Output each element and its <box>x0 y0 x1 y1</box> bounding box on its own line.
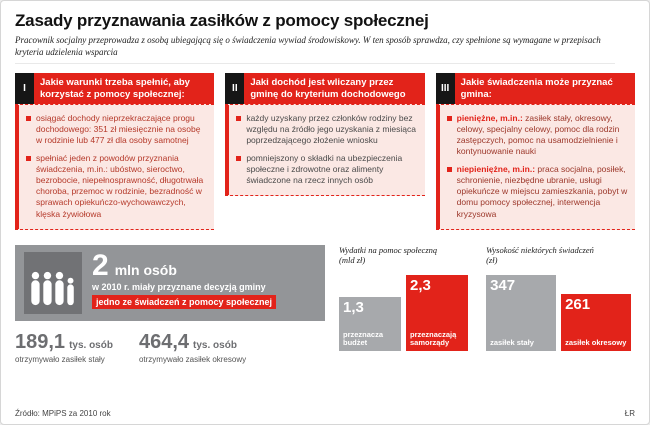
stat-value-row: 189,1 tys. osób <box>15 331 113 354</box>
chart-unit: (mld zł) <box>339 255 366 266</box>
column-benefits: III Jakie świadczenia może przyznać gmin… <box>435 73 635 230</box>
chart-title: Wysokość niektórych świadczeń <box>486 244 594 255</box>
bar-permanent-benefit: 347 zasiłek stały <box>486 274 557 351</box>
bullet-body-text: praca socjalna, posiłek, schronienie, ni… <box>456 164 628 219</box>
bar-local-gov: 2,3 przeznaczają samorządy <box>406 274 468 351</box>
bar-label: zasiłek okresowy <box>565 338 627 348</box>
stat-value: 464,4 <box>138 330 190 353</box>
summary-text: 2 mln osób w 2010 r. miały przyznane dec… <box>92 248 277 314</box>
chart-bars: 347 zasiłek stały 261 zasiłek okresowy <box>486 273 635 351</box>
column-3-heading: Jakie świadczenia może przyznać gmina: <box>454 73 635 105</box>
bullet-body-text: osiągać dochody nieprzekraczające progu … <box>36 113 201 146</box>
bullet-square-icon <box>26 156 31 162</box>
chart-bars: 1,3 przeznacza budżet 2,3 przeznaczają s… <box>339 273 468 351</box>
summary-highlight: jedno ze świadczeń z pomocy społecznej <box>92 295 277 310</box>
summary-value: 2 <box>92 248 109 282</box>
summary-headline: 2 mln osób <box>92 248 276 282</box>
bullet-square-icon <box>236 116 242 122</box>
bullet-item: niepieniężne, m.in.: praca socjalna, pos… <box>446 164 629 219</box>
chart-title: Wydatki na pomoc społeczną <box>339 244 438 255</box>
column-2-header: II Jaki dochód jest wliczany przez gminę… <box>225 73 425 105</box>
column-1-header: I Jakie warunki trzeba spełnić, aby korz… <box>15 73 215 105</box>
benefit-amount-chart: Wysokość niektórych świadczeń (zł) 347 z… <box>486 245 635 351</box>
column-1-numeral: I <box>15 73 34 105</box>
bullet-text: osiągać dochody nieprzekraczające progu … <box>36 113 208 146</box>
stats-row: 189,1 tys. osób otrzymywało zasiłek stał… <box>15 331 325 364</box>
bullet-item: pieniężne, m.in.: zasiłek stały, okresow… <box>446 113 629 157</box>
stat-caption: otrzymywało zasiłek stały <box>15 354 105 364</box>
bullet-body-text: każdy uzyskany przez członków rodziny be… <box>246 113 416 146</box>
footer: Źródło: MPiPS za 2010 rok ŁR <box>15 409 635 418</box>
bar-value: 2,3 <box>410 276 431 294</box>
stat-caption: otrzymywało zasiłek okresowy <box>138 354 247 364</box>
column-1-heading: Jakie warunki trzeba spełnić, aby korzys… <box>34 73 215 105</box>
column-2-heading: Jaki dochód jest wliczany przez gminę do… <box>244 73 425 105</box>
summary-box: 2 mln osób w 2010 r. miały przyznane dec… <box>15 244 325 321</box>
stat-value: 189,1 <box>15 330 66 353</box>
column-conditions: I Jakie warunki trzeba spełnić, aby korz… <box>15 73 215 230</box>
bar-budget: 1,3 przeznacza budżet <box>339 296 401 351</box>
stat-item: 189,1 tys. osób otrzymywało zasiłek stał… <box>15 331 113 364</box>
bullet-item: osiągać dochody nieprzekraczające progu … <box>26 113 208 146</box>
statistics-section: 2 mln osób w 2010 r. miały przyznane dec… <box>15 244 635 364</box>
bullet-item: spełniać jeden z powodów przyznania świa… <box>26 153 208 219</box>
bullet-square-icon <box>446 116 452 122</box>
bullet-square-icon <box>26 116 31 122</box>
summary-unit: mln osób <box>114 261 177 278</box>
stat-unit: tys. osób <box>193 339 237 351</box>
bullet-item: każdy uzyskany przez członków rodziny be… <box>236 113 418 146</box>
bullet-text: każdy uzyskany przez członków rodziny be… <box>246 113 418 146</box>
bar-value: 261 <box>565 295 591 313</box>
column-3-header: III Jakie świadczenia może przyznać gmin… <box>435 73 635 105</box>
bar-label: przeznaczają samorządy <box>410 329 457 348</box>
people-icon-box <box>24 251 82 314</box>
bar-value: 1,3 <box>343 298 364 316</box>
summary-line: w 2010 r. miały przyznane decyzją gminy <box>92 282 266 293</box>
summary-highlight-row: jedno ze świadczeń z pomocy społecznej <box>92 292 277 310</box>
bullet-text: spełniać jeden z powodów przyznania świa… <box>36 153 208 219</box>
bullet-text: pomniejszony o składki na ubezpieczenia … <box>246 153 418 186</box>
bullet-body-text: spełniać jeden z powodów przyznania świa… <box>36 153 204 219</box>
page-subtitle: Pracownik socjalny przeprowadza z osobą … <box>15 35 615 65</box>
column-1-body: osiągać dochody nieprzekraczające progu … <box>15 104 215 230</box>
column-income: II Jaki dochód jest wliczany przez gminę… <box>225 73 425 197</box>
stat-unit: tys. osób <box>69 339 113 351</box>
bullet-square-icon <box>236 156 242 162</box>
bullet-lead: pieniężne, m.in.: <box>456 113 526 124</box>
bar-label: zasiłek stały <box>490 338 534 348</box>
criteria-columns: I Jakie warunki trzeba spełnić, aby korz… <box>15 73 635 230</box>
stat-item: 464,4 tys. osób otrzymywało zasiłek okre… <box>139 331 246 364</box>
bullet-body-text: pomniejszony o składki na ubezpieczenia … <box>246 153 403 186</box>
beneficiaries-block: 2 mln osób w 2010 r. miały przyznane dec… <box>15 244 325 364</box>
bullet-lead: niepieniężne, m.in.: <box>456 164 538 175</box>
bar-label: przeznacza budżet <box>343 329 384 348</box>
page-title: Zasady przyznawania zasiłków z pomocy sp… <box>15 11 429 30</box>
spending-chart: Wydatki na pomoc społeczną (mld zł) 1,3 … <box>339 245 468 351</box>
chart-unit: (zł) <box>486 255 498 266</box>
column-2-numeral: II <box>225 73 245 105</box>
bullet-item: pomniejszony o składki na ubezpieczenia … <box>236 153 418 186</box>
bullet-body-text: zasiłek stały, okresowy, celowy, specjal… <box>456 113 620 157</box>
author-credit: ŁR <box>624 409 635 418</box>
people-icon <box>31 271 74 305</box>
bar-value: 347 <box>490 276 516 294</box>
stat-value-row: 464,4 tys. osób <box>139 331 246 354</box>
bullet-text: pieniężne, m.in.: zasiłek stały, okresow… <box>457 113 629 157</box>
column-3-numeral: III <box>435 73 455 105</box>
column-2-body: każdy uzyskany przez członków rodziny be… <box>225 104 425 197</box>
bullet-text: niepieniężne, m.in.: praca socjalna, pos… <box>457 164 629 219</box>
bar-periodic-benefit: 261 zasiłek okresowy <box>561 293 632 351</box>
column-3-body: pieniężne, m.in.: zasiłek stały, okresow… <box>435 104 635 230</box>
bullet-square-icon <box>446 167 452 173</box>
source-note: Źródło: MPiPS za 2010 rok <box>15 409 111 418</box>
